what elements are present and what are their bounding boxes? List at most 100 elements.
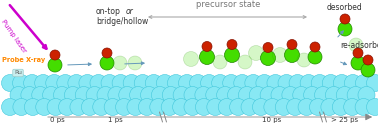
Circle shape <box>314 86 332 104</box>
Circle shape <box>325 86 342 104</box>
Circle shape <box>273 48 288 62</box>
Circle shape <box>289 74 306 92</box>
Circle shape <box>253 98 270 116</box>
Circle shape <box>293 86 310 104</box>
Circle shape <box>229 98 246 116</box>
Circle shape <box>332 98 349 116</box>
Text: Ru: Ru <box>14 70 22 76</box>
Text: 0 ps: 0 ps <box>50 117 64 123</box>
Circle shape <box>213 55 227 69</box>
Circle shape <box>35 74 52 92</box>
Circle shape <box>310 98 327 116</box>
Circle shape <box>36 98 53 116</box>
Circle shape <box>151 86 168 104</box>
Circle shape <box>355 74 372 92</box>
Circle shape <box>202 42 212 51</box>
Circle shape <box>367 98 378 116</box>
Circle shape <box>2 74 19 92</box>
Circle shape <box>311 74 328 92</box>
Circle shape <box>127 98 144 116</box>
Circle shape <box>54 86 71 104</box>
Circle shape <box>167 74 184 92</box>
Circle shape <box>123 74 140 92</box>
Circle shape <box>101 74 118 92</box>
Circle shape <box>200 50 214 64</box>
Circle shape <box>358 86 375 104</box>
Circle shape <box>156 74 174 92</box>
Circle shape <box>150 98 167 116</box>
Circle shape <box>24 98 41 116</box>
Circle shape <box>271 86 288 104</box>
Circle shape <box>97 86 114 104</box>
Circle shape <box>367 74 378 92</box>
Circle shape <box>141 86 158 104</box>
Circle shape <box>322 74 339 92</box>
Circle shape <box>304 86 321 104</box>
Circle shape <box>248 46 263 60</box>
Circle shape <box>189 74 206 92</box>
Circle shape <box>321 98 338 116</box>
Circle shape <box>212 74 229 92</box>
Circle shape <box>287 40 297 50</box>
Circle shape <box>245 74 262 92</box>
Circle shape <box>228 86 245 104</box>
Circle shape <box>47 98 64 116</box>
Text: desorbed: desorbed <box>327 3 363 12</box>
Circle shape <box>239 86 256 104</box>
Text: or: or <box>126 7 134 16</box>
Circle shape <box>285 48 299 62</box>
Circle shape <box>333 74 350 92</box>
Circle shape <box>349 38 363 52</box>
Circle shape <box>264 98 281 116</box>
Circle shape <box>227 40 237 50</box>
Circle shape <box>64 86 81 104</box>
Text: precursor state: precursor state <box>196 0 260 9</box>
Circle shape <box>138 98 155 116</box>
Circle shape <box>108 86 125 104</box>
Circle shape <box>263 42 273 52</box>
Circle shape <box>361 63 375 77</box>
Text: 10 ps: 10 ps <box>262 117 282 123</box>
Text: 1 ps: 1 ps <box>108 117 122 123</box>
Circle shape <box>183 52 198 66</box>
Circle shape <box>162 86 179 104</box>
Circle shape <box>234 74 251 92</box>
Circle shape <box>119 86 136 104</box>
Circle shape <box>353 48 363 58</box>
Circle shape <box>351 56 365 70</box>
Text: > 25 ps: > 25 ps <box>332 117 359 123</box>
Circle shape <box>344 98 361 116</box>
Circle shape <box>260 50 276 66</box>
Circle shape <box>347 86 364 104</box>
Circle shape <box>260 86 277 104</box>
Text: bridge/hollow: bridge/hollow <box>96 17 148 26</box>
Circle shape <box>116 98 133 116</box>
Circle shape <box>336 86 353 104</box>
Text: Probe X-ray: Probe X-ray <box>2 57 45 63</box>
Circle shape <box>256 74 273 92</box>
Circle shape <box>13 98 30 116</box>
Circle shape <box>59 98 76 116</box>
Circle shape <box>310 42 320 52</box>
Circle shape <box>363 55 373 65</box>
Circle shape <box>23 74 40 92</box>
Circle shape <box>338 22 352 36</box>
Circle shape <box>217 86 234 104</box>
Circle shape <box>161 98 178 116</box>
Circle shape <box>195 86 212 104</box>
Circle shape <box>300 74 317 92</box>
Circle shape <box>241 98 258 116</box>
Circle shape <box>184 98 201 116</box>
Circle shape <box>130 86 147 104</box>
Circle shape <box>104 98 121 116</box>
Circle shape <box>249 86 266 104</box>
Circle shape <box>12 74 29 92</box>
Circle shape <box>21 86 38 104</box>
Circle shape <box>102 48 112 58</box>
Circle shape <box>206 86 223 104</box>
Text: Pump laser: Pump laser <box>0 18 27 54</box>
Circle shape <box>195 98 212 116</box>
Circle shape <box>50 50 60 60</box>
Circle shape <box>57 74 74 92</box>
Circle shape <box>225 48 240 62</box>
